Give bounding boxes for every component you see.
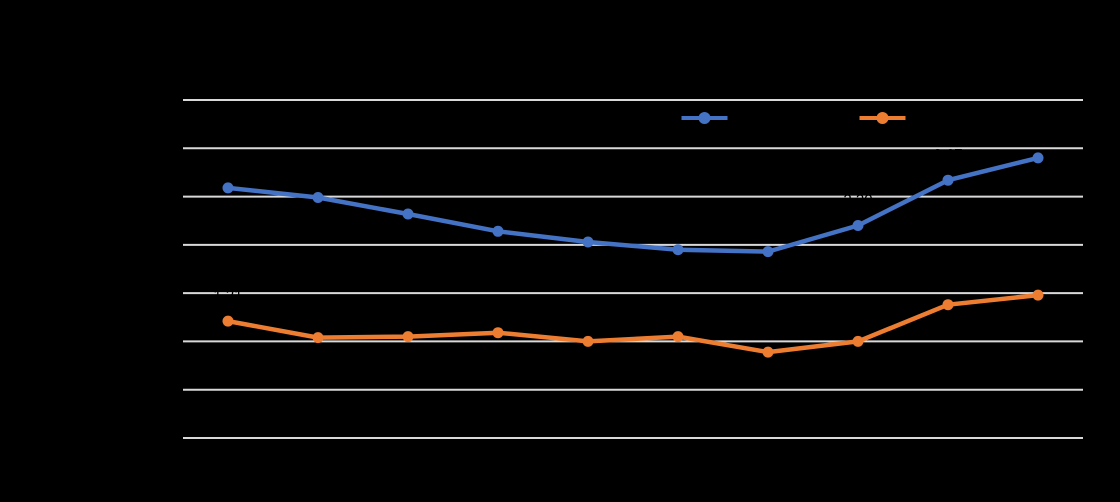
blue-series-marker	[492, 225, 504, 237]
orange-series-marker	[852, 335, 864, 347]
legend-entry-0	[681, 112, 728, 124]
blue-series-marker	[852, 220, 864, 231]
orange-series-marker	[312, 332, 324, 344]
blue-series-marker	[942, 174, 954, 186]
legend-entry-1	[859, 112, 906, 124]
series-lines	[222, 152, 1044, 358]
blue-series	[222, 152, 1044, 258]
blue-series-marker	[1032, 152, 1044, 164]
orange-series-marker	[672, 331, 684, 343]
orange-series-marker	[1032, 289, 1044, 301]
data-labels: 2.32 2.20 2.67 1.21	[213, 146, 962, 304]
blue-series-marker	[672, 244, 684, 256]
blue-series-data-label: 2.67	[933, 146, 962, 163]
blue-series-data-label: 2.32	[393, 180, 422, 197]
orange-series-marker	[582, 335, 594, 347]
legend	[681, 112, 906, 124]
blue-series-data-label: 2.20	[843, 191, 872, 208]
blue-series-marker	[762, 246, 774, 258]
blue-series-marker	[402, 208, 414, 220]
orange-series-marker	[942, 299, 954, 311]
blue-series-marker	[222, 182, 234, 194]
orange-series	[222, 289, 1044, 358]
orange-series-marker	[492, 327, 504, 339]
orange-series-marker	[222, 315, 234, 327]
blue-series-marker	[312, 192, 324, 203]
orange-series-marker	[402, 331, 414, 343]
blue-series-marker	[582, 236, 594, 248]
orange-series-marker	[762, 346, 774, 358]
orange-series-data-label: 1.21	[213, 287, 242, 304]
